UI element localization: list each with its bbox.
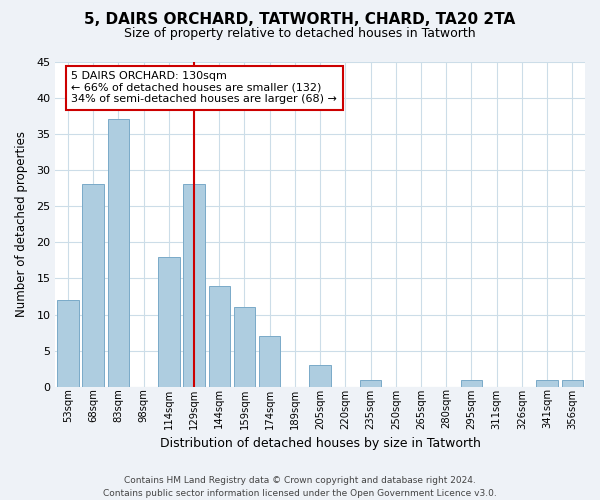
Bar [184,184,205,387]
Bar [310,365,331,387]
X-axis label: Distribution of detached houses by size in Tatworth: Distribution of detached houses by size … [160,437,481,450]
Bar [82,184,104,387]
Bar [57,300,79,387]
Bar [158,256,179,387]
Y-axis label: Number of detached properties: Number of detached properties [15,131,28,317]
Text: 5 DAIRS ORCHARD: 130sqm
← 66% of detached houses are smaller (132)
34% of semi-d: 5 DAIRS ORCHARD: 130sqm ← 66% of detache… [71,72,337,104]
Text: 5, DAIRS ORCHARD, TATWORTH, CHARD, TA20 2TA: 5, DAIRS ORCHARD, TATWORTH, CHARD, TA20 … [85,12,515,28]
Bar [562,380,583,387]
Bar [461,380,482,387]
Bar [360,380,382,387]
Bar [107,120,129,387]
Bar [234,308,255,387]
Text: Contains HM Land Registry data © Crown copyright and database right 2024.
Contai: Contains HM Land Registry data © Crown c… [103,476,497,498]
Bar [209,286,230,387]
Bar [259,336,280,387]
Text: Size of property relative to detached houses in Tatworth: Size of property relative to detached ho… [124,28,476,40]
Bar [536,380,558,387]
